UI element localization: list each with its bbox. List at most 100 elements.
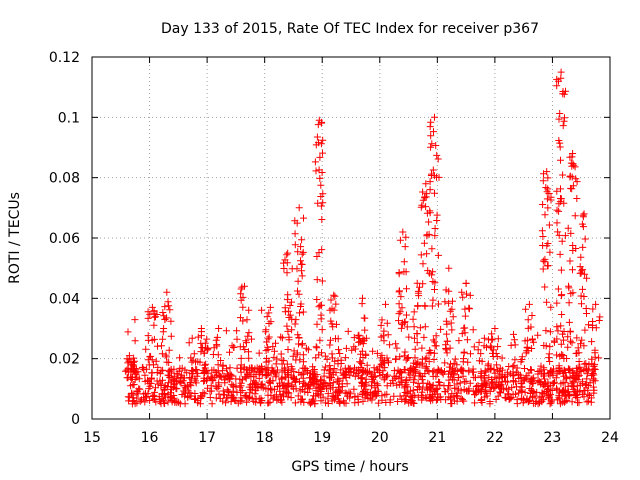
data-point	[433, 151, 441, 159]
data-point	[440, 382, 448, 390]
data-point	[422, 383, 430, 391]
data-point	[557, 156, 564, 164]
data-point	[525, 300, 533, 308]
data-point	[560, 387, 568, 395]
data-point	[212, 336, 220, 344]
data-point	[171, 380, 179, 388]
data-point	[546, 368, 554, 376]
data-point	[361, 314, 369, 322]
data-point	[403, 311, 410, 319]
data-point	[477, 385, 485, 393]
data-point	[348, 346, 356, 354]
data-point	[212, 394, 220, 402]
data-point	[451, 384, 459, 392]
data-point	[288, 298, 295, 306]
data-point	[280, 392, 287, 400]
data-point	[534, 378, 542, 386]
data-point	[377, 333, 385, 341]
data-point	[237, 364, 244, 372]
data-point	[255, 349, 263, 357]
data-point	[431, 189, 438, 197]
data-point	[447, 319, 455, 327]
data-point	[204, 384, 211, 392]
data-point	[421, 302, 429, 310]
data-point	[361, 326, 369, 334]
data-point	[324, 395, 332, 403]
data-point	[431, 338, 439, 346]
data-point	[328, 350, 336, 358]
data-point	[444, 386, 452, 394]
data-point	[557, 340, 565, 348]
data-point	[401, 389, 409, 396]
data-point	[321, 363, 329, 371]
data-point	[524, 336, 532, 344]
x-axis-label: GPS time / hours	[291, 459, 408, 475]
data-point	[334, 375, 342, 383]
data-point	[198, 392, 206, 400]
data-point	[566, 365, 574, 373]
data-point	[488, 336, 496, 344]
data-point	[516, 386, 524, 394]
data-point	[557, 266, 565, 274]
x-tick-label: 22	[486, 430, 504, 446]
data-point	[287, 363, 295, 371]
data-point	[368, 378, 376, 386]
data-point	[445, 299, 453, 307]
data-point	[541, 258, 549, 266]
data-point	[564, 333, 572, 341]
data-point	[559, 351, 567, 359]
data-point	[413, 339, 421, 347]
data-point	[592, 300, 600, 308]
x-tick-label: 16	[141, 430, 159, 446]
data-point	[308, 379, 316, 386]
data-point	[274, 366, 281, 374]
data-point	[150, 321, 158, 329]
data-point	[494, 392, 502, 400]
data-point	[586, 379, 594, 387]
data-point	[414, 302, 422, 310]
data-point	[298, 261, 306, 268]
data-point	[564, 224, 572, 232]
data-point	[318, 277, 326, 285]
data-point	[328, 320, 336, 328]
data-point	[547, 399, 555, 407]
data-point	[571, 212, 579, 220]
data-point	[131, 337, 139, 345]
data-point	[334, 395, 342, 403]
data-point	[409, 315, 417, 323]
data-point	[518, 383, 526, 391]
data-point	[361, 393, 369, 401]
data-point	[257, 365, 265, 373]
data-point	[288, 326, 296, 334]
data-point	[281, 304, 289, 312]
data-point	[577, 253, 585, 261]
data-point	[293, 219, 301, 227]
data-point	[245, 371, 253, 379]
data-point	[406, 374, 414, 382]
data-point	[284, 346, 292, 353]
data-point	[373, 365, 381, 373]
data-point	[539, 201, 547, 208]
data-point	[298, 272, 306, 280]
data-point	[280, 259, 287, 267]
data-point	[245, 348, 252, 356]
data-point	[493, 374, 501, 382]
data-point	[434, 155, 442, 163]
data-point	[152, 357, 160, 365]
data-point	[510, 361, 518, 369]
data-point	[542, 184, 550, 191]
data-point	[177, 378, 185, 386]
data-point	[442, 341, 450, 349]
data-point	[200, 374, 208, 382]
data-point	[328, 397, 336, 405]
data-point	[406, 364, 414, 372]
data-point	[129, 391, 137, 399]
data-point	[144, 314, 152, 322]
data-point	[545, 354, 553, 362]
data-point	[219, 397, 227, 405]
data-point	[545, 392, 553, 400]
data-point	[575, 358, 583, 365]
x-tick-label: 15	[83, 430, 101, 446]
data-point	[558, 351, 566, 358]
data-point	[573, 195, 581, 202]
